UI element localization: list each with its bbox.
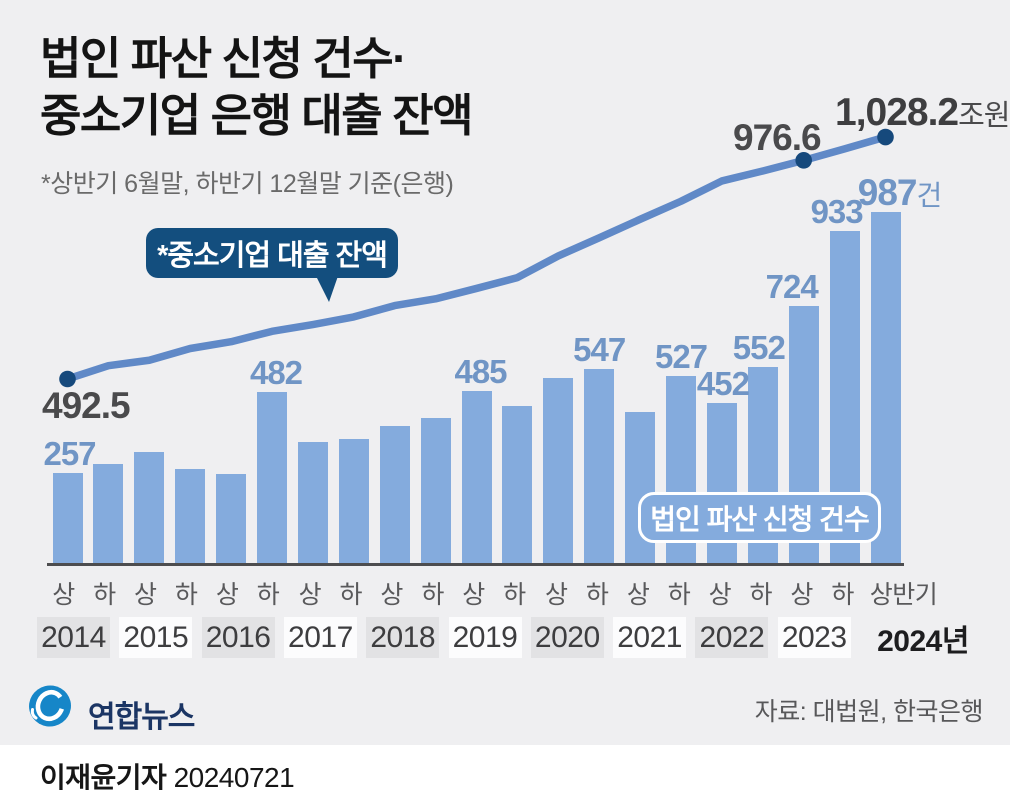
half-label-6: 상 bbox=[298, 581, 322, 609]
yonhap-logo-text: 연합뉴스 bbox=[88, 701, 195, 734]
yonhap-logo-icon bbox=[29, 685, 71, 727]
byline-reporter: 이재윤기자 bbox=[40, 762, 167, 793]
bar-value-label: 933 bbox=[810, 193, 864, 231]
bar-2020-하 bbox=[584, 369, 615, 565]
bar-value-label: 552 bbox=[732, 329, 786, 367]
bar-2017-상 bbox=[297, 441, 328, 565]
year-label-2023: 2023 bbox=[777, 617, 851, 658]
loan-series-badge: *중소기업 대출 잔액 bbox=[146, 228, 398, 302]
unit-suffix: 건 bbox=[916, 179, 942, 211]
page-title: 법인 파산 신청 건수· 중소기업 은행 대출 잔액 bbox=[40, 30, 474, 144]
bar-2015-하 bbox=[175, 469, 206, 565]
bankruptcy-series-badge: 법인 파산 신청 건수 bbox=[638, 492, 881, 543]
byline: 이재윤기자 20240721 bbox=[40, 756, 295, 796]
year-label-2022: 2022 bbox=[695, 617, 769, 658]
year-label-2016: 2016 bbox=[201, 617, 275, 658]
source-credit: 자료: 대법원, 한국은행 bbox=[754, 698, 984, 726]
half-label-14: 상 bbox=[626, 581, 650, 609]
half-label-16: 상 bbox=[708, 581, 732, 609]
title-line-2: 중소기업 은행 대출 잔액 bbox=[40, 90, 474, 141]
half-label-8: 상 bbox=[380, 581, 403, 609]
callout-pointer-icon bbox=[316, 276, 338, 302]
bar-2018-하 bbox=[420, 417, 451, 565]
year-label-2018: 2018 bbox=[366, 617, 440, 658]
bar-2020-상 bbox=[543, 378, 574, 565]
line-value-label: 492.5 bbox=[42, 385, 131, 426]
loan-line-dot bbox=[877, 128, 894, 146]
year-label-2020: 2020 bbox=[530, 617, 604, 658]
half-label-5: 하 bbox=[256, 581, 280, 609]
year-label-2015: 2015 bbox=[119, 617, 193, 658]
chart-panel: 법인 파산 신청 건수· 중소기업 은행 대출 잔액 *상반기 6월말, 하반기… bbox=[0, 0, 1010, 745]
bar-2017-하 bbox=[338, 438, 369, 565]
bar-2016-상 bbox=[216, 474, 247, 565]
half-label-2: 상 bbox=[134, 581, 157, 609]
x-axis-line bbox=[47, 563, 904, 566]
line-value-label: 1,028.2조원 bbox=[835, 91, 1010, 134]
half-label-12: 상 bbox=[545, 581, 568, 609]
half-label-17: 하 bbox=[749, 581, 773, 609]
loan-line-dot bbox=[795, 152, 812, 169]
bar-2019-하 bbox=[502, 405, 533, 565]
half-label-9: 하 bbox=[421, 581, 444, 609]
year-label-2017: 2017 bbox=[283, 617, 357, 658]
bar-value-label: 485 bbox=[454, 353, 507, 391]
chart-subtitle: *상반기 6월말, 하반기 12월말 기준(은행) bbox=[41, 170, 454, 198]
half-label-19: 하 bbox=[831, 581, 854, 609]
bar-value-label: 987건 bbox=[857, 171, 942, 213]
unit-suffix: 조원 bbox=[958, 100, 1010, 132]
loan-balance-line bbox=[63, 133, 890, 383]
year-label-2019: 2019 bbox=[448, 617, 522, 658]
bar-2015-상 bbox=[134, 452, 165, 565]
half-label-18: 상 bbox=[790, 581, 813, 609]
half-label-7: 하 bbox=[339, 581, 363, 609]
year-label-2014: 2014 bbox=[37, 617, 110, 658]
loan-line-dot bbox=[59, 370, 76, 388]
year-label-2024년: 2024년 bbox=[877, 624, 969, 658]
half-label-3: 하 bbox=[174, 581, 198, 609]
half-label-4: 상 bbox=[215, 581, 239, 609]
bar-2018-상 bbox=[379, 425, 410, 565]
bar-2019-상 bbox=[461, 391, 492, 565]
bar-2016-하 bbox=[257, 392, 287, 565]
bar-value-label: 482 bbox=[249, 354, 303, 392]
bar-value-label: 527 bbox=[654, 338, 708, 376]
line-value-label: 976.6 bbox=[733, 117, 822, 158]
year-label-2021: 2021 bbox=[613, 617, 687, 658]
bankruptcy-series-badge-label: 법인 파산 신청 건수 bbox=[650, 503, 869, 535]
bar-value-label: 452 bbox=[696, 365, 750, 403]
loan-line-chart bbox=[59, 128, 894, 388]
loan-series-badge-label: *중소기업 대출 잔액 bbox=[157, 240, 388, 272]
half-label-10: 상 bbox=[462, 581, 485, 609]
bar-value-label: 724 bbox=[765, 267, 819, 305]
half-label-1: 하 bbox=[93, 581, 116, 609]
bar-value-label: 547 bbox=[573, 331, 626, 369]
byline-date: 20240721 bbox=[173, 762, 295, 793]
bar-2014-상 bbox=[52, 472, 83, 565]
title-line-1: 법인 파산 신청 건수· bbox=[40, 33, 407, 84]
half-label-15: 하 bbox=[667, 581, 691, 609]
half-label-20: 상반기 bbox=[869, 581, 938, 609]
bar-2014-하 bbox=[93, 464, 124, 565]
half-label-13: 하 bbox=[585, 581, 609, 609]
half-label-0: 상 bbox=[52, 581, 75, 609]
bar-value-label: 257 bbox=[43, 434, 96, 472]
half-label-11: 하 bbox=[503, 581, 526, 609]
